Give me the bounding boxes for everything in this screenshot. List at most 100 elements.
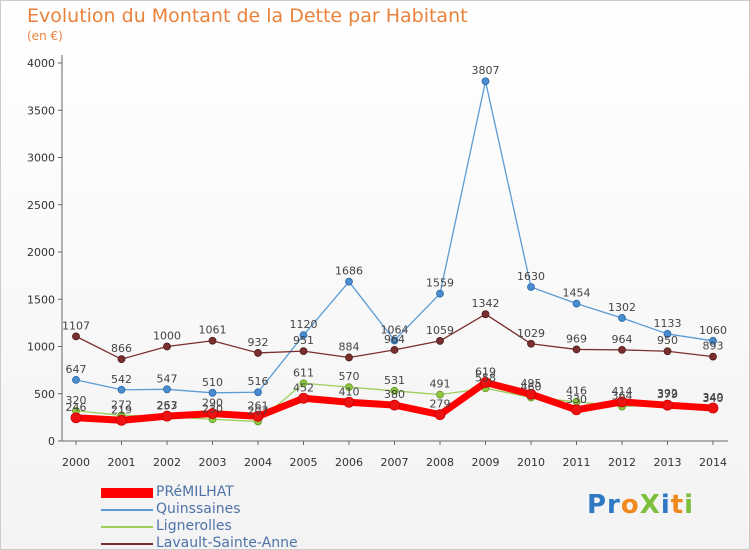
data-point-lavault-sainte-anne [527, 339, 535, 348]
data-point-lavault-sainte-anne [208, 336, 217, 345]
data-label-lavault-sainte-anne: 951 [293, 334, 314, 347]
data-point-quinssaines [299, 331, 308, 340]
legend-swatch [101, 543, 153, 545]
data-label-lavault-sainte-anne: 1000 [153, 330, 181, 343]
data-label-quinssaines: 1559 [426, 277, 454, 290]
x-tick-label: 2012 [608, 456, 636, 469]
data-label-lavault-sainte-anne: 932 [248, 336, 269, 349]
data-label-quinssaines: 1120 [290, 318, 318, 331]
y-tick-label: 3000 [27, 152, 55, 165]
data-point-premilhat [707, 402, 719, 414]
data-labels-layer: 647 542 547 510 516 1120 1686 1064 1559 3807 1630 1… [62, 64, 727, 417]
series-lavault-sainte-anne [72, 310, 717, 364]
data-point-lavault-sainte-anne [709, 352, 717, 361]
data-label-lignerolles: 230 [202, 402, 223, 415]
data-point-premilhat [161, 410, 173, 422]
data-label-lignerolles: 392 [657, 387, 678, 400]
data-label-lignerolles: 257 [157, 400, 178, 413]
data-label-quinssaines: 1686 [335, 265, 363, 278]
chart-title: Evolution du Montant de la Dette par Hab… [27, 5, 468, 27]
data-point-quinssaines [663, 330, 672, 338]
data-point-quinssaines [72, 375, 80, 384]
y-tick-label: 0 [48, 435, 55, 448]
data-label-lavault-sainte-anne: 964 [384, 333, 405, 346]
data-label-quinssaines: 1630 [517, 270, 545, 283]
data-point-premilhat [662, 399, 673, 411]
data-point-quinssaines [345, 277, 353, 286]
y-tick-label: 3500 [27, 104, 55, 117]
data-label-quinssaines: 510 [202, 376, 223, 389]
data-label-lavault-sainte-anne: 1342 [472, 297, 500, 310]
data-point-lignerolles [299, 379, 308, 388]
data-point-premilhat [434, 409, 446, 421]
data-point-quinssaines [572, 299, 581, 308]
data-label-premilhat: 380 [384, 388, 405, 401]
data-point-premilhat [343, 396, 355, 408]
data-point-quinssaines [163, 385, 171, 394]
data-label-quinssaines: 516 [248, 375, 269, 388]
data-label-lavault-sainte-anne: 893 [703, 340, 724, 353]
data-label-quinssaines: 1302 [608, 301, 636, 314]
legend-label: Lavault-Sainte-Anne [156, 535, 298, 550]
x-tick-label: 2007 [381, 456, 409, 469]
y-tick-label: 1500 [27, 293, 55, 306]
x-tick-label: 2011 [563, 456, 591, 469]
data-label-lavault-sainte-anne: 950 [657, 334, 678, 347]
data-point-lavault-sainte-anne [345, 353, 353, 362]
x-tick-label: 2006 [335, 456, 363, 469]
data-label-lavault-sainte-anne: 1059 [426, 324, 454, 337]
data-point-premilhat [207, 408, 218, 419]
x-tick-label: 2008 [426, 456, 454, 469]
data-point-lavault-sainte-anne [299, 347, 308, 356]
data-point-premilhat [571, 404, 582, 416]
legend-label: PRéMILHAT [156, 484, 234, 500]
proxiti-logo: ProXiti [587, 490, 695, 520]
data-label-lignerolles: 340 [703, 392, 724, 405]
data-point-premilhat [525, 388, 537, 400]
data-label-lavault-sainte-anne: 964 [612, 333, 633, 346]
x-tick-label: 2005 [290, 456, 318, 469]
data-point-lavault-sainte-anne [254, 349, 262, 357]
data-label-premilhat: 414 [612, 385, 633, 398]
data-label-lignerolles: 364 [612, 390, 633, 403]
data-label-premilhat: 263 [157, 399, 178, 412]
data-point-lavault-sainte-anne [481, 310, 490, 319]
axes: 0 500 1000 1500 2000 2500 3000 3500 4000 2000 2001… [27, 55, 728, 469]
legend-label: Lignerolles [156, 518, 232, 534]
data-label-lavault-sainte-anne: 969 [566, 332, 587, 345]
chart-unit: (en €) [27, 29, 63, 43]
data-label-premilhat: 452 [293, 381, 314, 394]
x-tick-label: 2013 [654, 456, 682, 469]
series-layer [70, 77, 719, 426]
data-point-quinssaines [390, 336, 399, 345]
data-point-lavault-sainte-anne [72, 332, 80, 341]
data-label-lignerolles: 570 [339, 370, 360, 383]
x-tick-label: 2003 [199, 456, 227, 469]
x-tick-label: 2004 [244, 456, 272, 469]
data-label-lavault-sainte-anne: 1029 [517, 327, 545, 340]
data-label-quinssaines: 3807 [472, 64, 500, 77]
data-point-lavault-sainte-anne [117, 355, 126, 364]
data-label-quinssaines: 647 [66, 363, 87, 376]
data-label-lignerolles: 611 [293, 366, 314, 379]
data-label-premilhat: 349 [703, 391, 724, 404]
data-label-premilhat: 379 [657, 388, 678, 401]
data-label-lignerolles: 272 [111, 398, 132, 411]
series-premilhat [70, 377, 719, 426]
data-label-lignerolles: 491 [430, 378, 451, 391]
data-label-premilhat: 279 [430, 398, 451, 411]
data-point-quinssaines [117, 385, 126, 394]
data-point-premilhat [252, 410, 264, 422]
y-tick-label: 1000 [27, 341, 55, 354]
x-tick-label: 2002 [153, 456, 181, 469]
data-label-quinssaines: 1133 [654, 317, 682, 330]
data-label-quinssaines: 547 [157, 372, 178, 385]
data-point-lignerolles [345, 383, 353, 392]
data-label-lavault-sainte-anne: 1061 [199, 324, 227, 337]
data-point-premilhat [389, 399, 400, 411]
data-label-quinssaines: 1060 [699, 324, 727, 337]
legend-swatch [101, 487, 153, 499]
data-label-lavault-sainte-anne: 884 [339, 340, 360, 353]
